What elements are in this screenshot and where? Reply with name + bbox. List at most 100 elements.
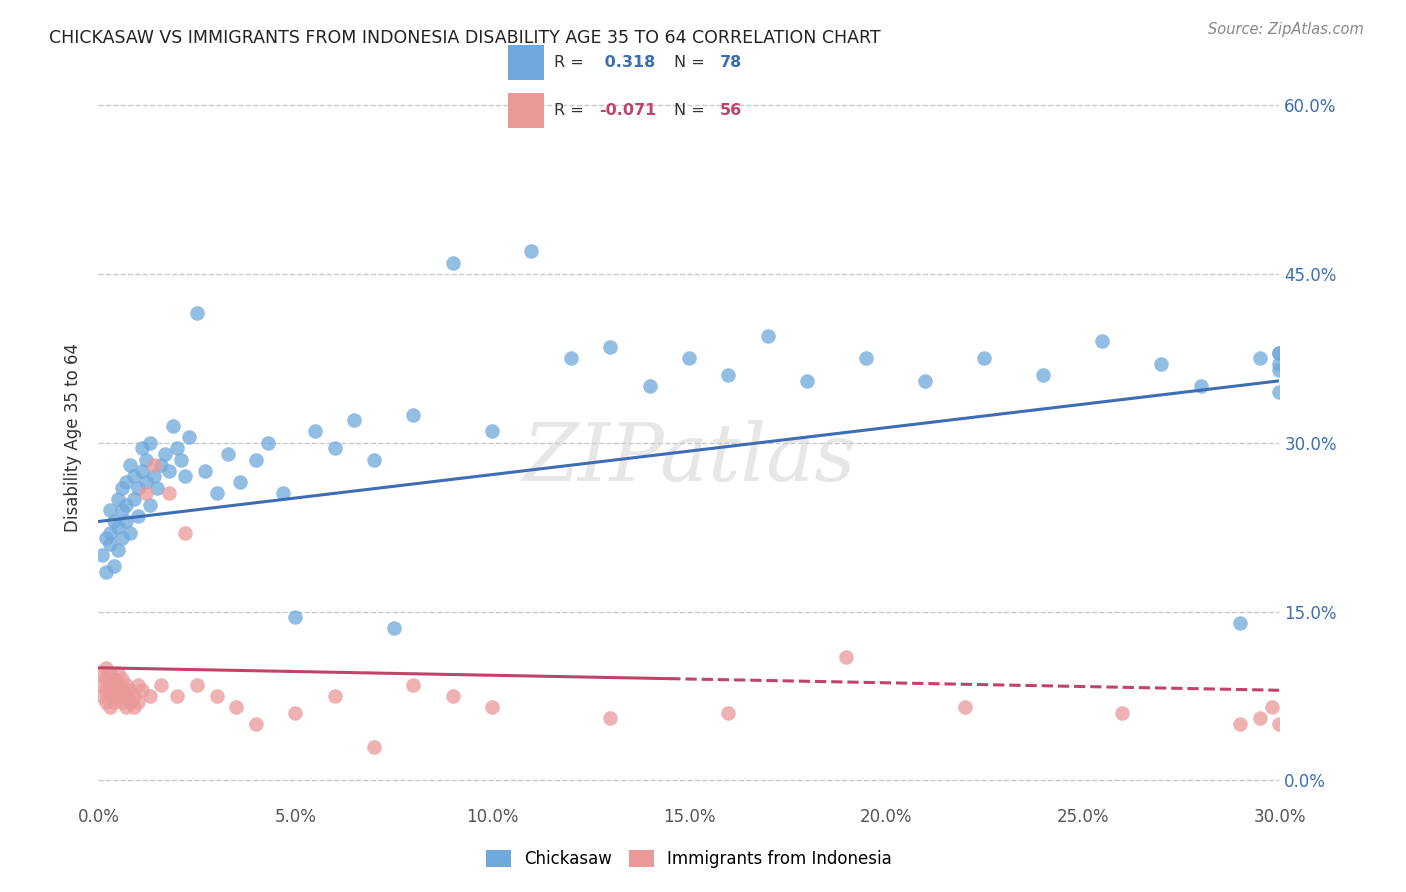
Point: [118, 458, 141, 473]
Point: [1268, 357, 1291, 371]
Point: [174, 469, 197, 483]
Point: [115, 689, 138, 703]
Point: [115, 475, 138, 489]
Point: [111, 694, 134, 708]
Point: [481, 425, 503, 439]
Point: [796, 374, 818, 388]
Point: [146, 481, 169, 495]
Point: [135, 452, 157, 467]
Point: [91, 678, 114, 692]
Point: [835, 649, 858, 664]
Point: [273, 486, 295, 500]
Point: [135, 486, 157, 500]
Point: [953, 700, 976, 714]
Point: [157, 464, 180, 478]
Point: [1032, 368, 1054, 383]
Point: [560, 351, 582, 366]
Point: [157, 486, 180, 500]
Point: [127, 481, 149, 495]
Point: [256, 435, 278, 450]
Point: [96, 683, 118, 698]
Point: [138, 689, 160, 703]
Point: [96, 672, 118, 686]
Point: [122, 689, 145, 703]
Point: [1249, 351, 1271, 366]
Point: [245, 717, 267, 731]
Point: [107, 678, 129, 692]
Point: [520, 244, 543, 259]
Point: [111, 503, 134, 517]
Point: [441, 255, 464, 269]
Point: [107, 689, 129, 703]
Point: [91, 548, 114, 562]
Text: R =: R =: [554, 54, 583, 70]
Point: [103, 672, 125, 686]
Point: [1229, 717, 1251, 731]
Point: [111, 683, 134, 698]
Point: [107, 520, 129, 534]
Point: [170, 452, 193, 467]
Point: [103, 683, 125, 698]
Point: [107, 666, 129, 681]
Point: [363, 739, 385, 754]
Point: [638, 379, 661, 393]
Point: [115, 700, 138, 714]
Point: [1189, 379, 1212, 393]
Point: [111, 481, 134, 495]
Point: [107, 491, 129, 506]
Point: [131, 442, 153, 456]
Text: N =: N =: [675, 103, 706, 118]
Point: [142, 458, 165, 473]
Point: [118, 683, 141, 698]
Point: [855, 351, 877, 366]
Point: [382, 621, 405, 635]
Point: [127, 678, 149, 692]
Point: [162, 418, 184, 433]
Point: [245, 452, 267, 467]
Text: 0.318: 0.318: [599, 54, 655, 70]
Point: [1260, 700, 1282, 714]
Point: [96, 694, 118, 708]
Point: [1150, 357, 1173, 371]
Point: [115, 515, 138, 529]
Point: [166, 689, 188, 703]
Point: [103, 515, 125, 529]
Point: [111, 532, 134, 546]
Point: [402, 408, 425, 422]
Point: [166, 442, 188, 456]
Point: [717, 706, 740, 720]
Point: [599, 711, 621, 725]
Point: [1249, 711, 1271, 725]
Point: [186, 678, 208, 692]
Point: [1268, 345, 1291, 359]
Point: [150, 678, 173, 692]
Point: [91, 666, 114, 681]
Point: [98, 525, 121, 540]
Point: [98, 678, 121, 692]
Text: -0.071: -0.071: [599, 103, 657, 118]
Point: [96, 532, 118, 546]
Point: [205, 486, 228, 500]
Point: [98, 700, 121, 714]
Text: 78: 78: [720, 54, 742, 70]
Point: [91, 689, 114, 703]
Point: [98, 503, 121, 517]
Point: [115, 678, 138, 692]
Point: [103, 559, 125, 574]
Point: [122, 491, 145, 506]
Text: ZIPatlas: ZIPatlas: [522, 420, 856, 498]
Point: [323, 689, 346, 703]
Point: [1268, 717, 1291, 731]
Point: [304, 425, 326, 439]
Point: [98, 537, 121, 551]
Point: [174, 525, 197, 540]
Legend: Chickasaw, Immigrants from Indonesia: Chickasaw, Immigrants from Indonesia: [479, 844, 898, 875]
Text: CHICKASAW VS IMMIGRANTS FROM INDONESIA DISABILITY AGE 35 TO 64 CORRELATION CHART: CHICKASAW VS IMMIGRANTS FROM INDONESIA D…: [49, 29, 880, 46]
Point: [205, 689, 228, 703]
Point: [111, 672, 134, 686]
Point: [678, 351, 700, 366]
Point: [217, 447, 239, 461]
Point: [1268, 345, 1291, 359]
Point: [323, 442, 346, 456]
Point: [96, 565, 118, 579]
